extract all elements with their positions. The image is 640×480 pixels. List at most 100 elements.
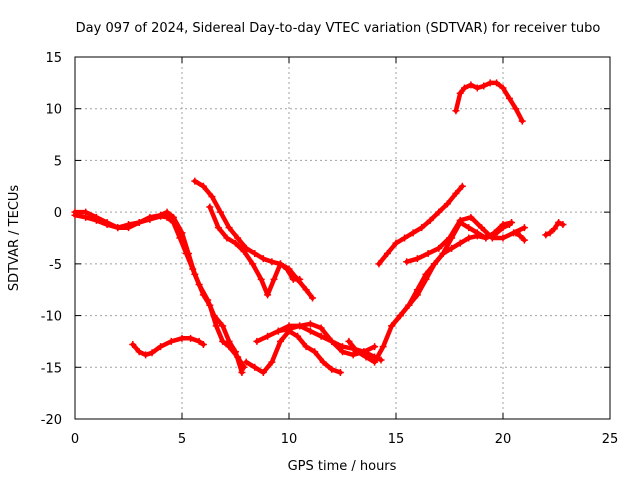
data-point [114, 224, 122, 232]
data-point [392, 239, 400, 247]
data-point [296, 275, 304, 283]
data-point [142, 351, 150, 359]
data-point [225, 224, 233, 232]
data-point [317, 324, 325, 332]
data-point [163, 213, 171, 221]
data-point [309, 294, 317, 302]
data-point [499, 234, 507, 242]
data-point [465, 234, 473, 242]
data-point [401, 234, 409, 242]
data-point [418, 224, 426, 232]
y-tick-label: 5 [54, 154, 62, 169]
data-point [251, 250, 259, 258]
data-point [520, 224, 528, 232]
data-point [167, 337, 175, 345]
y-tick-labels: 15 10 5 0 -5 -10 -15 -20 [41, 51, 62, 428]
data-point [371, 358, 379, 366]
data-point [456, 89, 464, 97]
data-point [452, 107, 460, 115]
data-point [486, 79, 494, 87]
series-trace [72, 209, 247, 370]
data-point [456, 216, 464, 224]
data-point [204, 296, 212, 304]
data-point [157, 212, 165, 220]
data-point [242, 358, 250, 366]
data-point [206, 203, 214, 211]
data-point [456, 239, 464, 247]
data-point [336, 368, 344, 376]
data-point [249, 260, 257, 268]
data-point [276, 337, 284, 345]
data-point [187, 334, 195, 342]
data-point [259, 368, 267, 376]
data-point [182, 250, 190, 258]
data-point [189, 265, 197, 273]
data-point [82, 213, 90, 221]
data-point [473, 232, 481, 240]
data-point [467, 81, 475, 89]
data-point [169, 218, 177, 226]
data-point [319, 358, 327, 366]
data-point [375, 260, 383, 268]
data-point [223, 234, 231, 242]
x-tick-label: 20 [495, 432, 512, 447]
data-point [270, 275, 278, 283]
x-axis-label: GPS time / hours [288, 459, 397, 474]
data-point [546, 229, 554, 237]
data-point [480, 82, 488, 90]
data-point [405, 301, 413, 309]
data-point [435, 244, 443, 252]
y-tick-label: -15 [41, 361, 62, 376]
data-point [268, 358, 276, 366]
data-point [302, 286, 310, 294]
data-point [550, 225, 558, 233]
data-point [431, 260, 439, 268]
data-point [413, 255, 421, 263]
data-point [302, 343, 310, 351]
data-point [383, 250, 391, 258]
data-point [135, 218, 143, 226]
data-point [208, 193, 216, 201]
data-point [371, 343, 379, 351]
y-tick-label: -5 [49, 258, 62, 273]
data-point [251, 363, 259, 371]
y-tick-label: 10 [45, 103, 62, 118]
series-track [512, 229, 528, 244]
data-point [306, 320, 314, 328]
data-point [512, 105, 520, 113]
data-point [283, 265, 291, 273]
data-point [217, 208, 225, 216]
data-point [289, 275, 297, 283]
data-point [219, 337, 227, 345]
data-point [276, 260, 284, 268]
data-point [129, 341, 137, 349]
data-point [499, 221, 507, 229]
series-trace [243, 328, 343, 375]
data-point [294, 332, 302, 340]
data-point [238, 368, 246, 376]
data-point [328, 365, 336, 373]
data-point [240, 247, 248, 255]
data-point [268, 258, 276, 266]
data-point [493, 79, 501, 87]
series-track [542, 218, 567, 239]
data-point [353, 348, 361, 356]
data-point [225, 337, 233, 345]
data-point [403, 258, 411, 266]
data-point [362, 353, 370, 361]
y-tick-label: 0 [54, 206, 62, 221]
data-point [135, 348, 143, 356]
series-track [206, 203, 304, 299]
series-trace [130, 336, 206, 358]
data-point [264, 332, 272, 340]
data-point [516, 232, 524, 240]
x-tick-label: 5 [178, 432, 186, 447]
data-point [199, 341, 207, 349]
y-tick-label: -10 [41, 310, 62, 325]
data-point [508, 218, 516, 226]
x-tick-label: 15 [388, 432, 405, 447]
x-tick-label: 25 [602, 432, 619, 447]
data-point [103, 221, 111, 229]
y-axis-label: SDTVAR / TECUs [7, 185, 22, 292]
